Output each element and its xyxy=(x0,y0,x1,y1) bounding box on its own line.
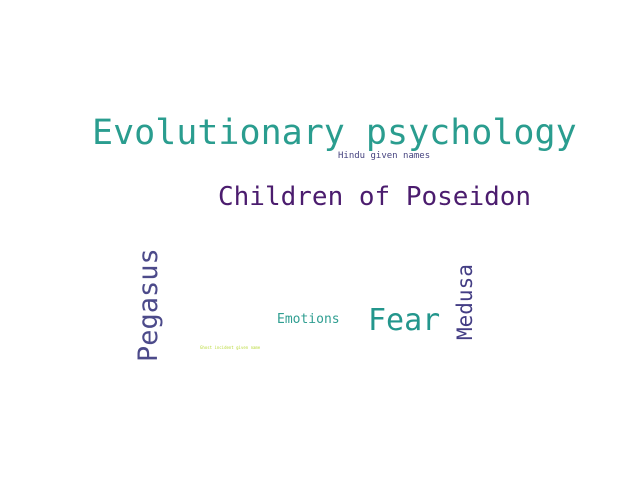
word-emotions: Emotions xyxy=(277,312,340,327)
word-small-label: Ghost incident given name xyxy=(200,345,261,350)
word-evolutionary-psychology: Evolutionary psychology xyxy=(92,113,577,153)
word-medusa: Medusa xyxy=(453,264,477,340)
word-fear: Fear xyxy=(368,303,441,338)
word-hindu-given-names: Hindu given names xyxy=(338,151,431,161)
word-pegasus: Pegasus xyxy=(133,248,164,362)
word-children-of-poseidon: Children of Poseidon xyxy=(218,182,532,212)
